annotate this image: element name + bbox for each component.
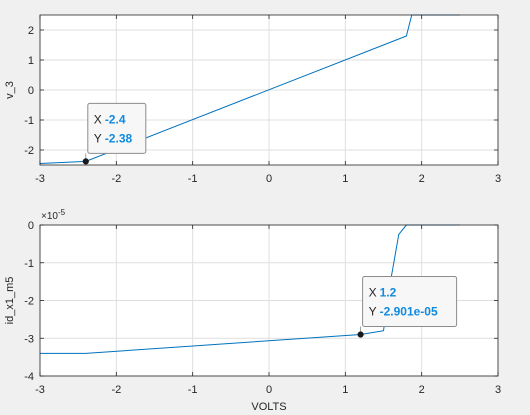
- x-tick-label: -1: [188, 173, 198, 185]
- datatip-x-label: X: [94, 112, 102, 126]
- ticks: -3 -2 -1 0 1 2 3 -2 -1 0 1 2: [24, 15, 501, 185]
- y-axis-label: id_x1_m5: [4, 277, 16, 325]
- datatip-x-value: -2.4: [105, 112, 126, 126]
- datatip-y-line: Y -2.901e-05: [369, 305, 438, 319]
- y-tick-label: -1: [24, 115, 34, 127]
- x-tick-label: -1: [188, 384, 198, 396]
- datatip-y-value: -2.38: [105, 131, 133, 145]
- x-tick-label: -3: [35, 384, 45, 396]
- y-exponent-label: ×10-5: [41, 208, 66, 222]
- datatip-x-value: 1.2: [380, 286, 397, 300]
- axes-v3[interactable]: -3 -2 -1 0 1 2 3 -2 -1 0 1 2 v_3 X -2.4 Y -2.38: [4, 14, 501, 185]
- x-tick-label: 0: [266, 384, 272, 396]
- x-tick-label: -2: [111, 173, 121, 185]
- x-tick-label: -2: [111, 384, 121, 396]
- x-tick-label: 0: [266, 173, 272, 185]
- datatip-y-value: -2.901e-05: [380, 305, 438, 319]
- exponent-base: ×10: [41, 211, 58, 222]
- y-tick-label: 1: [28, 55, 34, 67]
- axes-id-x1-m5[interactable]: -3 -2 -1 0 1 2 3-4-3-2-10 id_x1_m5 VOLTS ×10-5…: [4, 208, 501, 413]
- y-tick-label: -1: [24, 258, 34, 270]
- y-tick-label: -2: [24, 145, 34, 157]
- y-tick-label: 0: [28, 220, 34, 232]
- x-tick-label: 2: [419, 384, 425, 396]
- y-tick-label: -2: [24, 296, 34, 308]
- x-tick-label: 1: [342, 384, 348, 396]
- y-axis-label: v_3: [4, 81, 16, 99]
- y-tick-label: 0: [28, 85, 34, 97]
- y-tick-label: 2: [28, 25, 34, 37]
- datatip-box: [362, 276, 458, 328]
- datatip[interactable]: X -2.4 Y -2.38: [82, 102, 147, 165]
- datatip-marker[interactable]: [357, 331, 364, 338]
- datatip-y-label: Y: [369, 305, 377, 319]
- datatip-y-label: Y: [94, 131, 102, 145]
- x-tick-label: 2: [419, 173, 425, 185]
- y-tick-label: -4: [24, 371, 34, 383]
- exponent-power: -5: [58, 208, 66, 217]
- x-tick-label: 3: [495, 384, 501, 396]
- x-tick-label: 3: [495, 173, 501, 185]
- x-axis-label: VOLTS: [251, 401, 286, 413]
- datatip-x-label: X: [369, 286, 377, 300]
- ticks: -3 -2 -1 0 1 2 3-4-3-2-10: [24, 220, 501, 396]
- y-tick-label: -3: [24, 333, 34, 345]
- datatip-marker[interactable]: [82, 158, 89, 165]
- x-tick-label: 1: [342, 173, 348, 185]
- datatip[interactable]: X 1.2 Y -2.901e-05: [357, 276, 458, 338]
- datatip-y-line: Y -2.38: [94, 131, 133, 145]
- x-tick-label: -3: [35, 173, 45, 185]
- datatip-box: [87, 102, 147, 154]
- datatip-x-line: X -2.4: [94, 112, 126, 126]
- datatip-x-line: X 1.2: [369, 286, 397, 300]
